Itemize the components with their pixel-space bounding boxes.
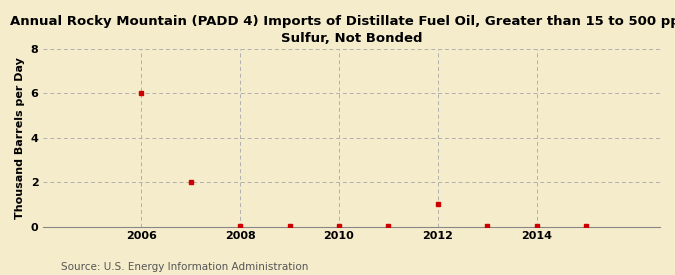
Y-axis label: Thousand Barrels per Day: Thousand Barrels per Day [15, 57, 25, 219]
Title: Annual Rocky Mountain (PADD 4) Imports of Distillate Fuel Oil, Greater than 15 t: Annual Rocky Mountain (PADD 4) Imports o… [9, 15, 675, 45]
Text: Source: U.S. Energy Information Administration: Source: U.S. Energy Information Administ… [61, 262, 308, 272]
